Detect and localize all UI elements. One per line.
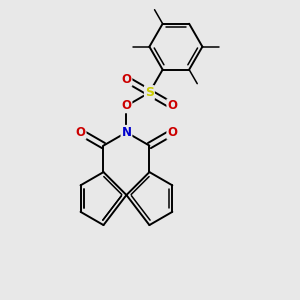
Text: O: O <box>122 73 131 86</box>
Text: S: S <box>145 86 154 99</box>
Text: N: N <box>122 126 131 139</box>
Text: O: O <box>122 99 131 112</box>
Text: O: O <box>167 126 177 139</box>
Text: O: O <box>76 126 85 139</box>
Text: O: O <box>167 99 177 112</box>
